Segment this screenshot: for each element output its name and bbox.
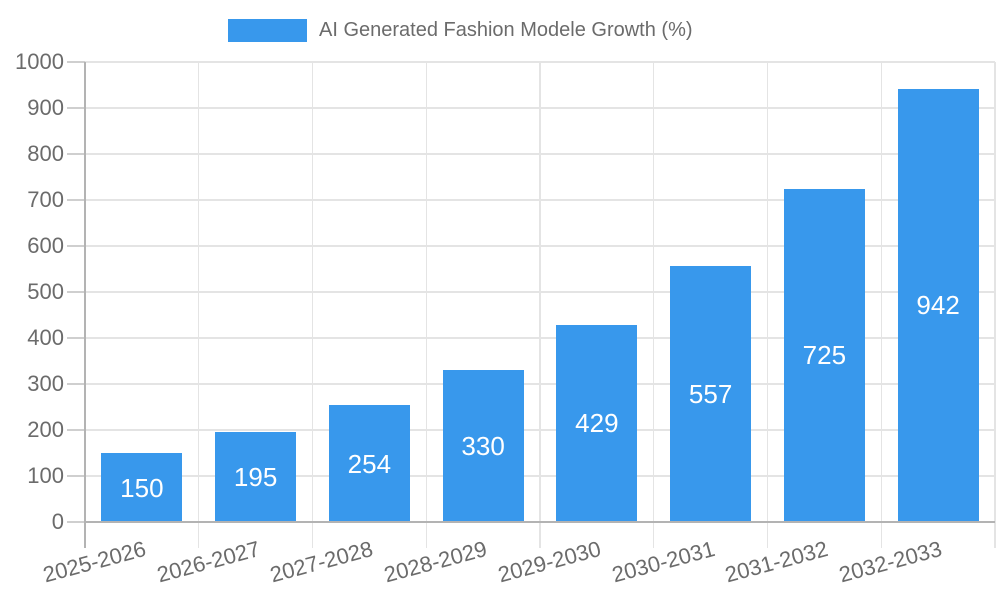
y-axis-tick: [67, 291, 85, 293]
y-tick-label: 200: [27, 417, 64, 442]
v-gridline: [198, 62, 200, 548]
y-axis-tick: [67, 107, 85, 109]
y-axis-tick: [67, 245, 85, 247]
y-tick-label: 800: [27, 141, 64, 166]
bar: [556, 324, 638, 522]
bar: [215, 432, 297, 522]
bar: [328, 405, 410, 522]
bar-value-label: 557: [688, 378, 733, 409]
legend-label: AI Generated Fashion Modele Growth (%): [319, 19, 693, 41]
y-axis-tick: [67, 199, 85, 201]
y-axis-tick: [67, 383, 85, 385]
bar: [670, 265, 752, 522]
y-tick-label: 600: [27, 233, 64, 258]
y-axis-tick: [67, 475, 85, 477]
y-tick-label: 0: [51, 509, 64, 534]
bar-value-label: 725: [802, 340, 847, 371]
bar-value-label: 150: [120, 472, 164, 503]
bar-value-label: 330: [461, 431, 505, 462]
v-gridline: [766, 62, 769, 548]
legend-item[interactable]: AI Generated Fashion Modele Growth (%): [228, 19, 693, 42]
y-tick-label: 400: [27, 325, 64, 350]
y-axis-tick: [67, 521, 85, 523]
v-gridline: [311, 62, 314, 548]
y-tick-label: 1000: [15, 49, 64, 74]
v-gridline: [653, 62, 655, 548]
y-axis-tick: [67, 337, 85, 339]
bar: [897, 88, 979, 522]
v-gridline: [880, 62, 882, 548]
h-gridline: [85, 61, 995, 63]
bar: [783, 188, 865, 522]
bar: [442, 370, 524, 522]
x-axis-line: [85, 521, 995, 523]
bar: [101, 453, 183, 522]
y-axis-tick: [67, 61, 85, 63]
v-gridline: [539, 62, 541, 548]
legend-swatch: [228, 19, 307, 42]
y-tick-label: 900: [27, 95, 64, 120]
y-tick-label: 500: [27, 279, 64, 304]
v-gridline: [994, 62, 996, 548]
y-axis-tick: [67, 429, 85, 431]
bar-value-label: 942: [916, 290, 960, 321]
bar-value-label: 195: [233, 462, 278, 493]
v-gridline: [425, 62, 427, 548]
y-axis-line: [84, 62, 86, 548]
y-tick-label: 300: [27, 371, 64, 396]
y-axis-tick: [67, 153, 85, 155]
bar-value-label: 429: [575, 408, 619, 439]
y-tick-label: 700: [27, 187, 64, 212]
bar-value-label: 254: [347, 448, 392, 479]
y-tick-label: 100: [27, 463, 64, 488]
